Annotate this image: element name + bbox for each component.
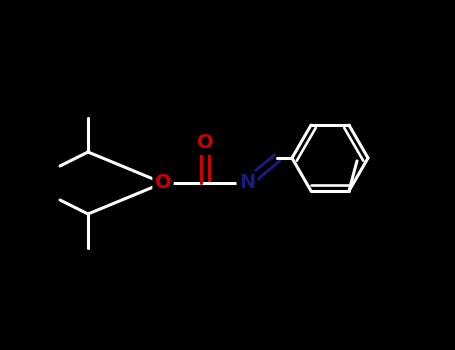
Text: N: N [239,174,255,192]
Text: O: O [155,174,172,192]
Text: O: O [197,133,213,153]
